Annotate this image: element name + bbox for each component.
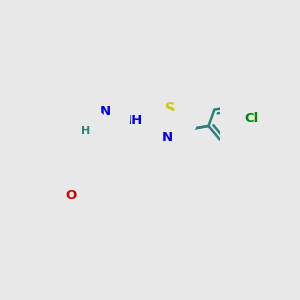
Text: S: S bbox=[165, 102, 176, 117]
Text: N: N bbox=[99, 105, 111, 118]
Text: N: N bbox=[162, 130, 173, 144]
Text: Cl: Cl bbox=[245, 112, 259, 125]
Text: NH: NH bbox=[121, 115, 143, 128]
Text: H: H bbox=[81, 126, 90, 136]
Text: O: O bbox=[66, 189, 77, 202]
